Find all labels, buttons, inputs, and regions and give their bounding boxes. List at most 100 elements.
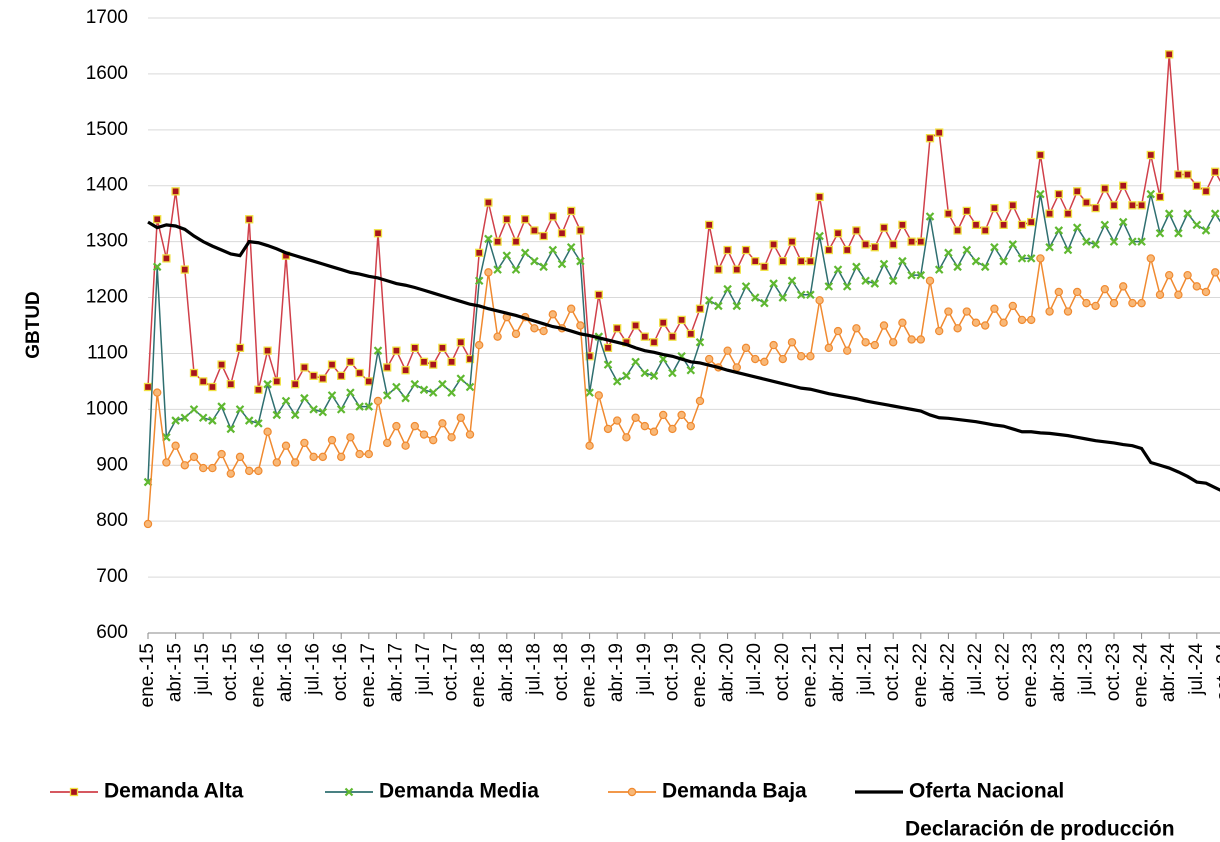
- data-point: [1155, 290, 1165, 299]
- x-tick-label: ene.-20: [689, 643, 710, 707]
- data-point: [806, 257, 815, 266]
- data-point: [852, 226, 861, 235]
- data-point: [189, 368, 199, 378]
- y-tick-label: 1100: [87, 342, 128, 363]
- data-point: [935, 326, 944, 336]
- data-point: [217, 449, 226, 459]
- data-point: [171, 416, 180, 425]
- data-point: [990, 203, 999, 213]
- data-point: [346, 388, 355, 397]
- data-point: [438, 419, 447, 428]
- data-point: [705, 220, 714, 230]
- data-point: [153, 215, 162, 224]
- data-point: [226, 424, 236, 434]
- data-point: [1192, 282, 1202, 291]
- data-point: [410, 421, 419, 431]
- x-tick-label: abr.-22: [937, 643, 958, 702]
- data-point: [318, 374, 327, 383]
- x-tick-label: abr.-17: [385, 643, 406, 702]
- data-point: [999, 220, 1008, 230]
- data-point: [447, 357, 456, 366]
- x-tick-label: jul.-17: [413, 643, 434, 696]
- x-tick-label: jul.-18: [523, 643, 544, 696]
- data-point: [1008, 301, 1018, 311]
- data-point: [327, 435, 337, 445]
- data-point: [539, 231, 548, 241]
- data-point: [382, 391, 392, 400]
- data-point: [401, 393, 410, 403]
- data-point: [659, 410, 668, 420]
- data-point: [916, 335, 926, 344]
- x-tick-label: ene.-17: [358, 643, 379, 707]
- data-point: [373, 396, 383, 406]
- data-point: [401, 366, 410, 375]
- data-point: [861, 338, 870, 347]
- data-point: [1109, 201, 1119, 210]
- data-point: [336, 405, 346, 414]
- data-point: [990, 242, 999, 252]
- data-point: [364, 377, 373, 386]
- data-point: [613, 416, 622, 425]
- data-point: [677, 410, 686, 420]
- data-point: [732, 301, 742, 311]
- data-point: [1063, 245, 1073, 255]
- data-point: [244, 466, 254, 476]
- data-point: [842, 282, 852, 291]
- data-point: [419, 385, 429, 395]
- x-tick-label: oct.-22: [993, 643, 1014, 701]
- data-point: [833, 265, 843, 274]
- x-tick-label: abr.-19: [606, 643, 627, 702]
- data-point: [539, 262, 548, 272]
- data-point: [705, 354, 714, 364]
- data-point: [511, 237, 521, 246]
- data-point: [1045, 209, 1054, 218]
- data-point: [1137, 201, 1146, 210]
- data-point: [658, 354, 668, 364]
- data-point: [843, 245, 852, 255]
- data-point: [309, 371, 318, 380]
- data-point: [594, 290, 603, 299]
- data-point: [787, 338, 797, 347]
- data-point: [475, 340, 484, 350]
- legend-label: Oferta Nacional: [909, 780, 1064, 803]
- data-point: [1155, 192, 1165, 202]
- data-point: [337, 371, 346, 380]
- data-point: [815, 296, 824, 305]
- y-tick-label: 1400: [86, 175, 128, 196]
- data-point: [677, 315, 686, 325]
- x-tick-label: oct.-23: [1103, 643, 1124, 701]
- data-point: [419, 357, 429, 366]
- data-point: [695, 396, 705, 406]
- data-point: [1137, 237, 1146, 246]
- data-point: [429, 435, 438, 445]
- data-point: [778, 354, 788, 364]
- data-point: [364, 402, 374, 411]
- data-point: [1026, 315, 1036, 325]
- data-point: [981, 226, 990, 235]
- data-point: [879, 223, 889, 232]
- x-tick-label: jul.-16: [303, 643, 324, 696]
- data-point: [447, 433, 456, 442]
- x-tick-label: oct.-17: [441, 643, 462, 701]
- data-point: [428, 388, 438, 397]
- data-point: [1183, 170, 1192, 179]
- data-point: [208, 382, 217, 392]
- data-point: [143, 382, 153, 392]
- series-line: [147, 220, 1220, 492]
- data-point: [1017, 315, 1027, 325]
- data-point: [612, 377, 622, 386]
- legend-label: Demanda Baja: [662, 780, 807, 803]
- data-point: [971, 220, 981, 230]
- data-point: [769, 240, 778, 249]
- data-point: [171, 187, 180, 196]
- data-point: [576, 256, 585, 266]
- data-point: [622, 433, 631, 442]
- data-point: [162, 458, 171, 467]
- data-point: [824, 343, 834, 353]
- data-point: [953, 226, 962, 235]
- data-point: [585, 388, 594, 397]
- data-point: [438, 379, 447, 389]
- data-point: [1174, 170, 1183, 179]
- data-point: [741, 245, 751, 255]
- data-point: [1026, 254, 1036, 263]
